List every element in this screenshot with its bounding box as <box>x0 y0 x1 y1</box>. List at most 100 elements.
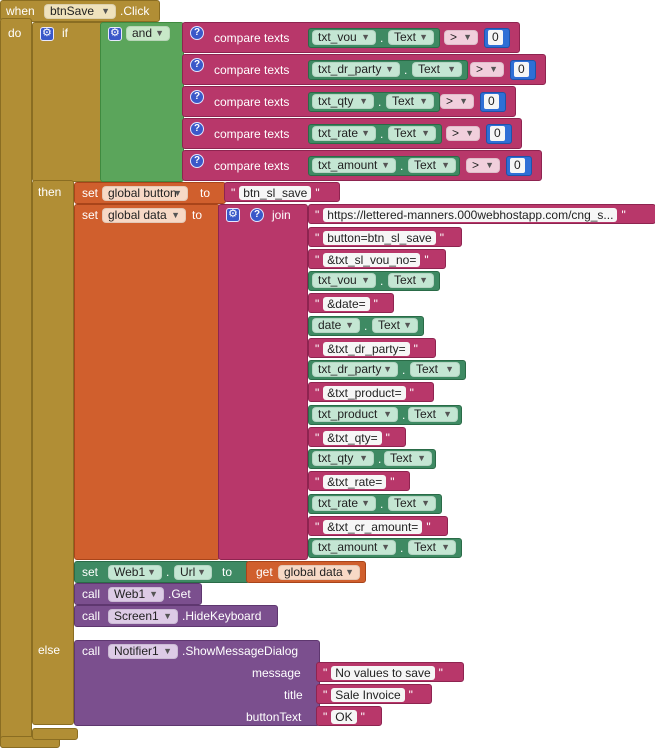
property-dropdown[interactable]: Text ▼ <box>388 496 436 511</box>
set-global-data-block[interactable] <box>74 204 220 560</box>
event-name: .Click <box>120 4 150 18</box>
join-text-string[interactable]: " &txt_cr_amount= " <box>308 516 448 536</box>
property-dropdown[interactable]: Text ▼ <box>388 126 436 141</box>
property-dropdown[interactable]: Text ▼ <box>388 273 434 288</box>
if-block-footer <box>32 728 78 740</box>
component-dropdown[interactable]: txt_dr_party ▼ <box>312 62 400 77</box>
join-keyword: join <box>272 208 291 222</box>
title-param-label: title <box>284 688 303 702</box>
component-dropdown[interactable]: txt_amount ▼ <box>312 540 396 555</box>
title-text-string[interactable]: " Sale Invoice " <box>316 684 432 704</box>
message-text-string[interactable]: " No values to save " <box>316 662 464 682</box>
to-keyword: to <box>192 208 203 222</box>
component-dropdown[interactable]: Web1 ▼ <box>108 587 164 602</box>
help-icon[interactable]: ? <box>190 26 204 40</box>
component-dropdown[interactable]: txt_vou ▼ <box>312 30 376 45</box>
set-keyword: set <box>82 186 99 200</box>
number-block[interactable]: 0 <box>486 124 512 144</box>
if-keyword: if <box>62 26 68 40</box>
component-dropdown[interactable]: txt_qty ▼ <box>312 94 374 109</box>
property-dropdown[interactable]: Text ▼ <box>408 158 456 173</box>
property-dropdown[interactable]: Text ▼ <box>386 94 434 109</box>
component-dropdown[interactable]: txt_dr_party ▼ <box>312 362 398 377</box>
compare-operator-dropdown[interactable]: > ▼ <box>446 126 480 141</box>
property-dropdown[interactable]: Text ▼ <box>388 30 434 45</box>
method-name: .Get <box>168 587 191 601</box>
property-dropdown[interactable]: Text ▼ <box>408 540 456 555</box>
dot-separator: . <box>400 541 404 555</box>
property-dropdown[interactable]: Text ▼ <box>372 318 418 333</box>
component-dropdown[interactable]: date ▼ <box>312 318 360 333</box>
component-dropdown[interactable]: txt_qty ▼ <box>312 451 374 466</box>
property-dropdown[interactable]: Url ▼ <box>174 565 212 580</box>
property-dropdown[interactable]: Text ▼ <box>412 62 462 77</box>
dot-separator: . <box>402 363 406 377</box>
compare-texts-label: compare texts <box>214 95 290 109</box>
event-component-dropdown[interactable]: btnSave ▼ <box>44 4 116 19</box>
property-dropdown[interactable]: Text ▼ <box>408 407 458 422</box>
help-icon[interactable]: ? <box>190 90 204 104</box>
do-keyword: do <box>8 26 22 40</box>
then-keyword: then <box>38 185 62 199</box>
property-dropdown[interactable]: Text ▼ <box>384 451 432 466</box>
dot-separator: . <box>404 63 408 77</box>
join-text-string[interactable]: " &txt_sl_vou_no= " <box>308 249 446 269</box>
when-keyword: when <box>6 4 35 18</box>
to-keyword: to <box>222 565 233 579</box>
component-dropdown[interactable]: txt_vou ▼ <box>312 273 376 288</box>
join-text-block[interactable] <box>218 204 308 560</box>
compare-texts-label: compare texts <box>214 159 290 173</box>
join-text-string[interactable]: " &txt_rate= " <box>308 471 410 491</box>
help-icon[interactable]: ? <box>250 208 264 222</box>
number-block[interactable]: 0 <box>510 60 536 80</box>
call-keyword: call <box>82 644 101 658</box>
help-icon[interactable]: ? <box>190 154 204 168</box>
message-param-label: message <box>252 666 301 680</box>
if-mutator-gear-icon[interactable] <box>40 26 54 41</box>
method-name: .ShowMessageDialog <box>182 644 299 658</box>
text-string-block[interactable]: " btn_sl_save " <box>224 182 340 202</box>
buttontext-text-string[interactable]: " OK " <box>316 706 382 726</box>
variable-dropdown[interactable]: global button ▼ <box>102 186 188 201</box>
variable-dropdown[interactable]: global data ▼ <box>102 208 186 223</box>
and-mutator-gear-icon[interactable] <box>108 26 122 41</box>
and-logic-block[interactable] <box>100 22 184 182</box>
join-text-string[interactable]: " https://lettered-manners.000webhostapp.… <box>308 204 655 224</box>
component-dropdown[interactable]: Screen1 ▼ <box>108 609 178 624</box>
dot-separator: . <box>380 497 384 511</box>
compare-operator-dropdown[interactable]: > ▼ <box>444 30 478 45</box>
and-operator-dropdown[interactable]: and ▼ <box>126 26 170 41</box>
help-icon[interactable]: ? <box>190 122 204 136</box>
component-dropdown[interactable]: Notifier1 ▼ <box>108 644 178 659</box>
compare-operator-dropdown[interactable]: > ▼ <box>470 62 504 77</box>
join-text-string[interactable]: " &txt_product= " <box>308 382 434 402</box>
dot-separator: . <box>380 274 384 288</box>
component-dropdown[interactable]: txt_product ▼ <box>312 407 398 422</box>
event-block-body-frame <box>0 18 32 748</box>
number-block[interactable]: 0 <box>480 92 506 112</box>
compare-operator-dropdown[interactable]: > ▼ <box>466 158 500 173</box>
number-block[interactable]: 0 <box>506 156 532 176</box>
component-dropdown[interactable]: txt_rate ▼ <box>312 126 376 141</box>
dot-separator: . <box>166 565 170 579</box>
call-keyword: call <box>82 609 101 623</box>
dot-separator: . <box>364 319 368 333</box>
property-dropdown[interactable]: Text ▼ <box>410 362 460 377</box>
dot-separator: . <box>400 159 404 173</box>
component-dropdown[interactable]: txt_rate ▼ <box>312 496 376 511</box>
help-icon[interactable]: ? <box>190 58 204 72</box>
number-block[interactable]: 0 <box>484 28 510 48</box>
join-text-string[interactable]: " &txt_qty= " <box>308 427 406 447</box>
compare-operator-dropdown[interactable]: > ▼ <box>440 94 474 109</box>
component-dropdown[interactable]: txt_amount ▼ <box>312 158 396 173</box>
set-keyword: set <box>82 565 99 579</box>
get-keyword: get <box>256 565 273 579</box>
variable-dropdown[interactable]: global data ▼ <box>278 565 360 580</box>
join-mutator-gear-icon[interactable] <box>226 207 240 222</box>
dot-separator: . <box>378 95 382 109</box>
join-text-string[interactable]: " button=btn_sl_save " <box>308 227 462 247</box>
join-text-string[interactable]: " &txt_dr_party= " <box>308 338 436 358</box>
compare-texts-label: compare texts <box>214 127 290 141</box>
join-text-string[interactable]: " &date= " <box>308 293 394 313</box>
component-dropdown[interactable]: Web1 ▼ <box>108 565 162 580</box>
